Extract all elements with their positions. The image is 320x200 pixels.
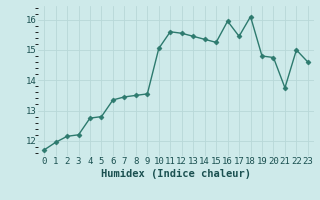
X-axis label: Humidex (Indice chaleur): Humidex (Indice chaleur) bbox=[101, 169, 251, 179]
